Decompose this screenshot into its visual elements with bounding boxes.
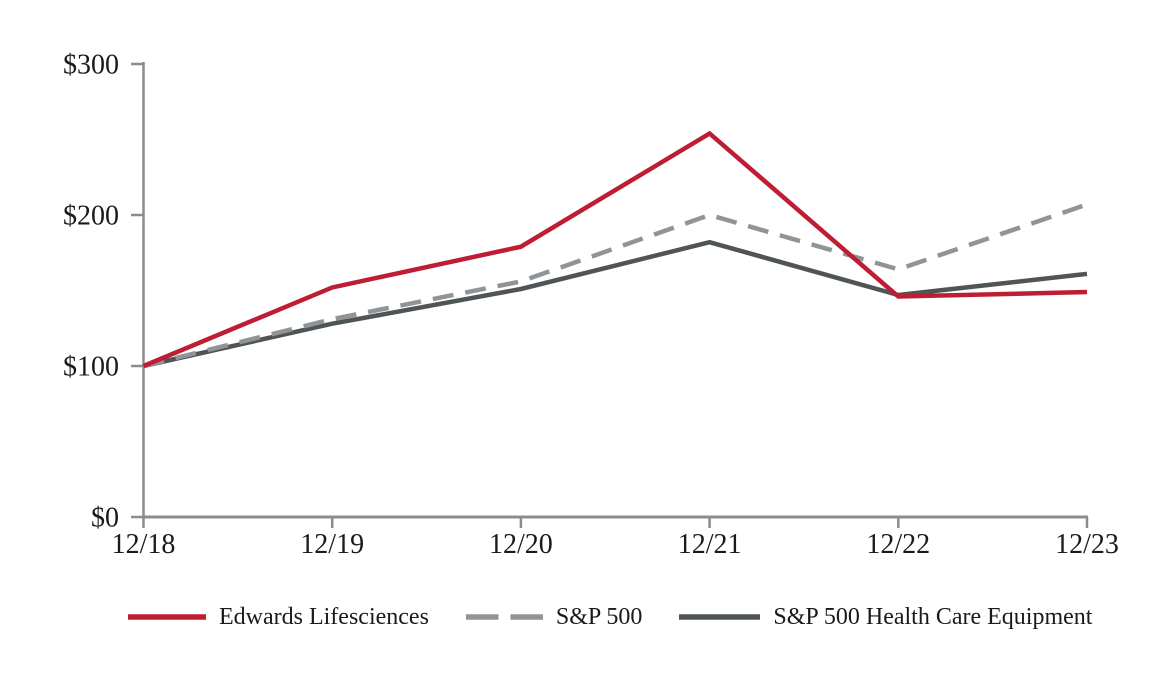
legend: Edwards Lifesciences S&P 500 S&P 500 Hea… bbox=[128, 598, 1092, 636]
series-line-edwards-lifesciences bbox=[142, 130, 1088, 369]
y-tick-label: $300 bbox=[63, 50, 119, 81]
x-tick-label: 12/18 bbox=[112, 529, 176, 560]
x-tick-label: 12/21 bbox=[678, 529, 742, 560]
legend-item-sp500: S&P 500 bbox=[465, 604, 643, 630]
legend-item-edwards-lifesciences: Edwards Lifesciences bbox=[128, 605, 429, 629]
y-tick-label: $0 bbox=[91, 503, 119, 534]
y-tick-label: $100 bbox=[63, 352, 119, 383]
x-tick-label: 12/22 bbox=[866, 529, 930, 560]
legend-label: S&P 500 bbox=[555, 604, 643, 630]
legend-dashed-line-swatch bbox=[465, 614, 543, 620]
x-tick-label: 12/19 bbox=[300, 529, 364, 560]
legend-label: Edwards Lifesciences bbox=[219, 604, 429, 630]
y-tick-label: $200 bbox=[63, 201, 119, 232]
legend-item-sp500-health-care-equipment: S&P 500 Health Care Equipment bbox=[679, 605, 1092, 629]
x-tick-label: 12/23 bbox=[1055, 529, 1119, 560]
series-line-s-p-500-health-care-equipment bbox=[143, 239, 1088, 369]
x-tick-label: 12/20 bbox=[489, 529, 553, 560]
series-line-s-p-500 bbox=[142, 202, 1088, 369]
legend-line-swatch bbox=[679, 614, 761, 620]
legend-label: S&P 500 Health Care Equipment bbox=[773, 604, 1093, 630]
legend-line-swatch bbox=[128, 614, 206, 620]
